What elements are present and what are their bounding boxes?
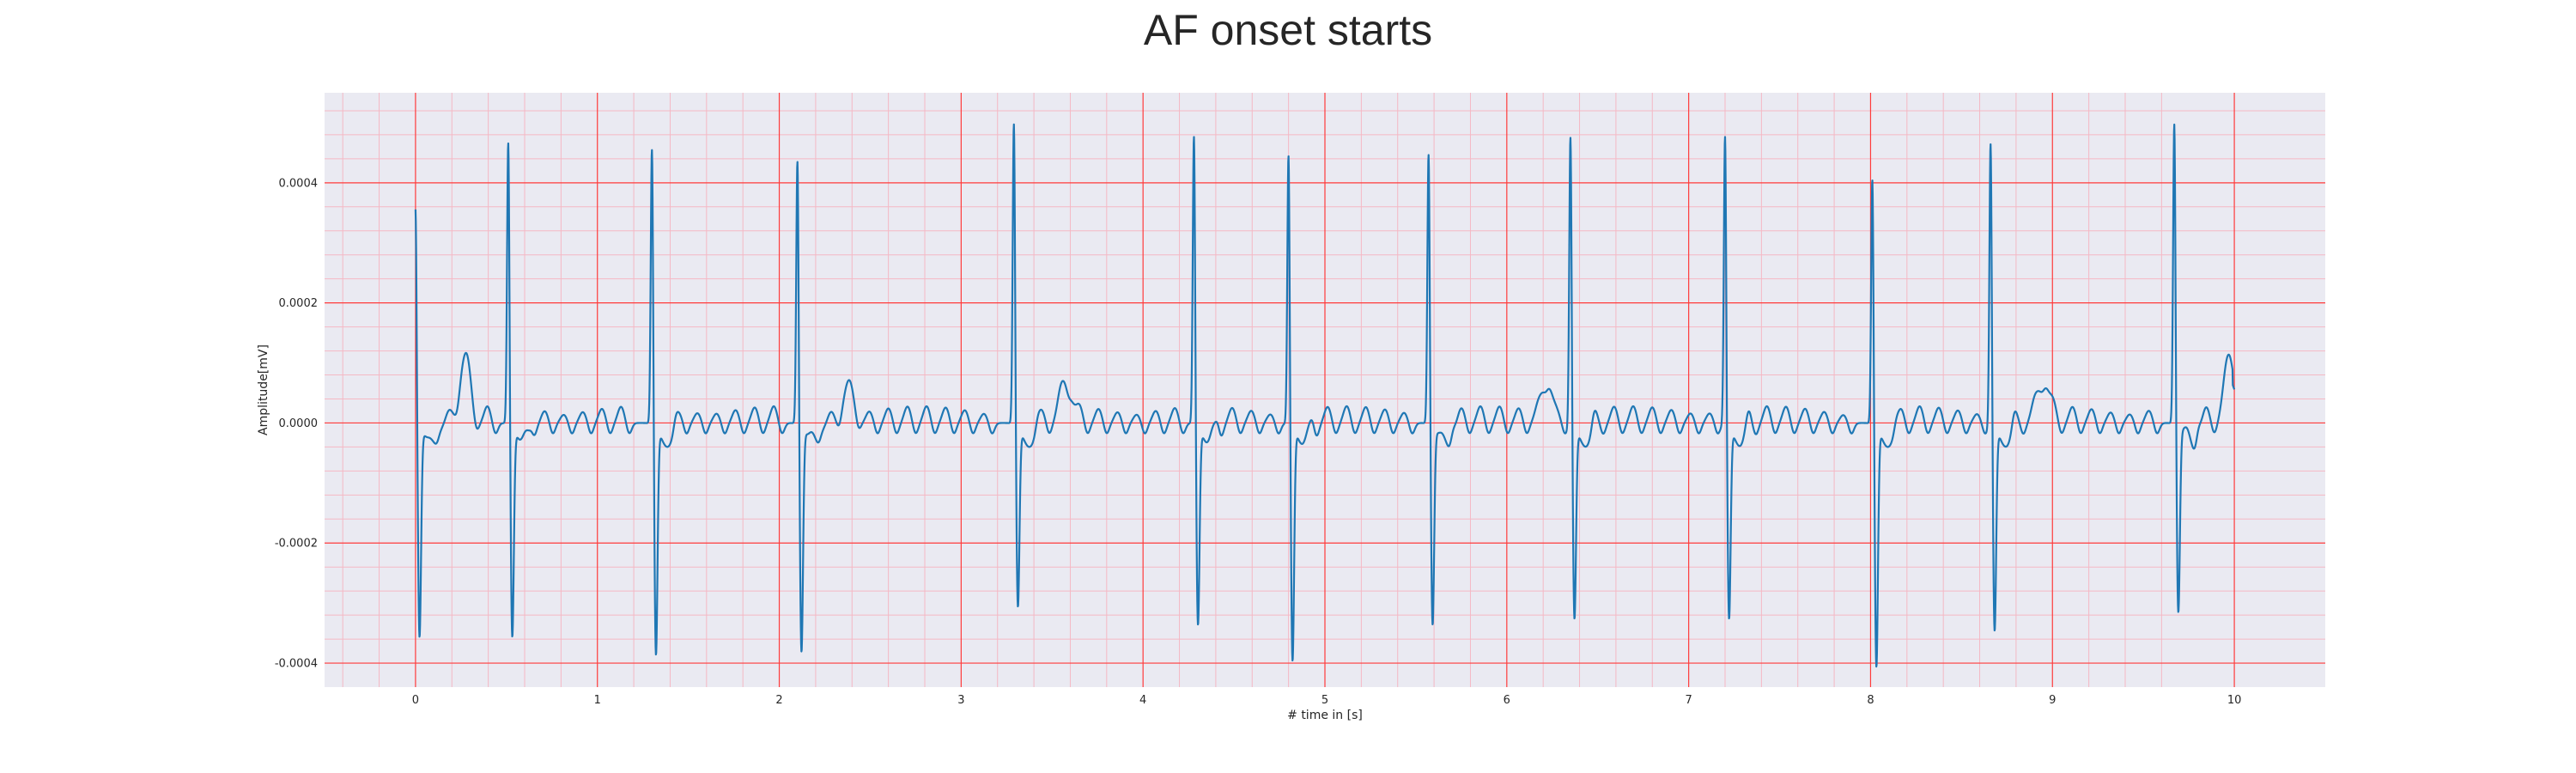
x-tick-label: 4 — [1139, 694, 1146, 707]
x-tick-label: 0 — [412, 694, 419, 707]
chart-title: AF onset starts — [1143, 6, 1433, 54]
y-tick-label: -0.0004 — [275, 658, 318, 671]
x-tick-label: 5 — [1321, 694, 1328, 707]
x-tick-label: 6 — [1504, 694, 1510, 707]
y-tick-label: 0.0002 — [279, 297, 319, 310]
y-tick-label: -0.0002 — [275, 538, 318, 551]
x-tick-label: 10 — [2227, 694, 2242, 707]
x-tick-label: 3 — [957, 694, 964, 707]
y-tick-label: 0.0000 — [279, 417, 319, 430]
x-axis-label: # time in [s] — [1287, 709, 1363, 722]
x-axis-ticks: 0 1 2 3 4 5 6 7 8 9 10 — [412, 694, 2242, 707]
y-tick-label: 0.0004 — [279, 177, 319, 190]
x-tick-label: 9 — [2049, 694, 2056, 707]
ecg-series-line — [414, 123, 2236, 668]
y-axis-label: Amplitude[mV] — [257, 344, 270, 435]
x-tick-label: 2 — [775, 694, 782, 707]
x-tick-label: 7 — [1685, 694, 1692, 707]
y-axis-ticks: -0.0004 -0.0002 0.0000 0.0002 0.0004 — [275, 177, 318, 670]
x-tick-label: 1 — [594, 694, 601, 707]
x-tick-label: 8 — [1867, 694, 1874, 707]
